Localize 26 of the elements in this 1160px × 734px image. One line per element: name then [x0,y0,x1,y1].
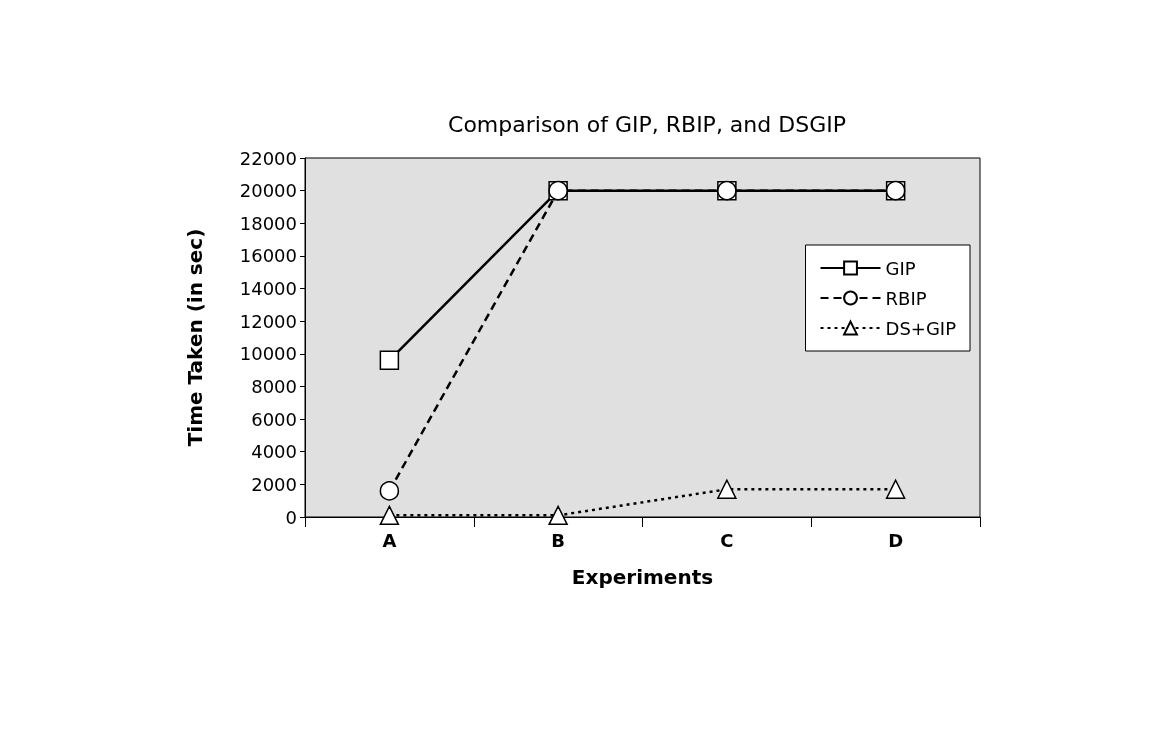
y-axis-title: Time Taken (in sec) [183,228,207,447]
point [885,479,906,500]
x-axis-title: Experiments [571,565,714,589]
y-tick-label: 6000 [251,408,297,430]
y-tick-label: 20000 [239,180,297,202]
y-tick-label: 22000 [239,147,297,169]
x-tick-label: A [382,529,397,551]
point [379,350,400,371]
y-tick-label: 16000 [239,245,297,267]
x-tick-label: D [888,529,904,551]
legend-label: GIP [885,257,916,279]
y-tick-label: 4000 [251,441,297,463]
point [379,481,400,501]
y-tick-label: 2000 [251,473,297,495]
legend-label: RBIP [885,287,927,309]
point [717,479,737,500]
y-tick-label: 10000 [239,343,297,365]
y-tick-label: 14000 [239,278,297,300]
legend-label: DS+GIP [885,317,957,339]
y-tick-label: 0 [285,506,297,528]
y-tick-label: 8000 [251,375,297,397]
y-tick-label: 18000 [239,212,297,234]
x-tick-label: C [720,529,734,551]
chart-title: Comparison of GIP, RBIP, and DSGIP [448,111,846,137]
y-tick-label: 12000 [239,310,297,332]
x-tick-label: B [551,529,565,551]
